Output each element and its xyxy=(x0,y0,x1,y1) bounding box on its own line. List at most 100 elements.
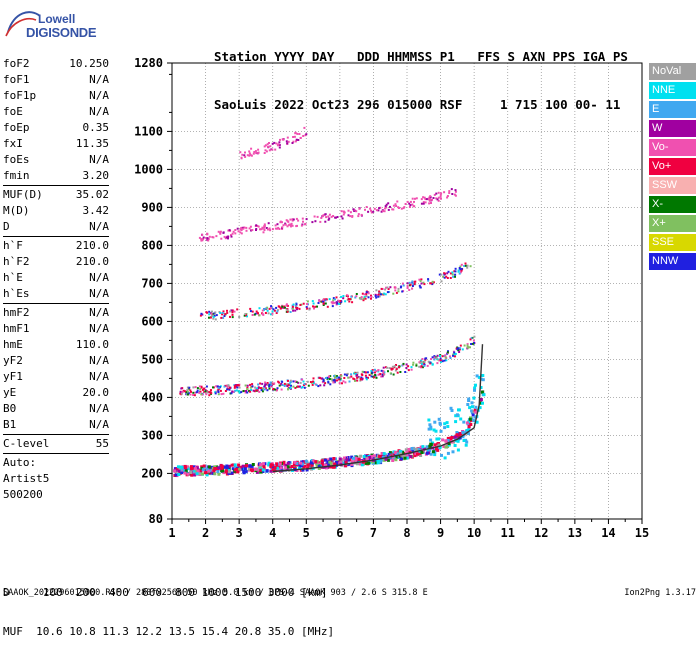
x-tick-label: 12 xyxy=(534,526,548,540)
echo-point xyxy=(367,376,369,379)
echo-point xyxy=(268,149,271,152)
echo-point xyxy=(219,232,222,235)
echo-point xyxy=(264,312,267,314)
param-row: yF1 N/A xyxy=(3,369,109,385)
echo-point xyxy=(428,202,431,205)
echo-point xyxy=(268,383,271,386)
echo-point xyxy=(407,448,411,451)
echo-point xyxy=(249,225,252,228)
echo-point xyxy=(261,387,264,390)
echo-point xyxy=(381,210,384,213)
echo-point xyxy=(255,229,257,231)
echo-point xyxy=(312,382,315,385)
echo-point xyxy=(207,239,210,242)
echo-point xyxy=(301,386,304,388)
echo-point xyxy=(291,305,294,308)
echo-point xyxy=(342,213,345,216)
echo-point xyxy=(284,223,287,226)
echo-point xyxy=(278,144,281,146)
echo-point xyxy=(309,381,312,383)
echo-point xyxy=(443,426,447,430)
echo-point xyxy=(424,198,427,201)
echo-layer xyxy=(173,126,486,478)
echo-point xyxy=(220,466,224,470)
echo-point xyxy=(462,420,466,424)
param-row: foF2 10.250 xyxy=(3,56,109,72)
echo-point xyxy=(389,205,391,208)
echo-point xyxy=(350,455,354,459)
legend-item-sse: SSE xyxy=(649,234,696,251)
echo-point xyxy=(386,458,390,462)
echo-point xyxy=(447,350,449,353)
echo-point xyxy=(356,373,359,376)
echo-point xyxy=(199,390,202,393)
echo-point xyxy=(222,231,225,234)
param-row: foF1 N/A xyxy=(3,72,109,88)
param-name: Auto: xyxy=(3,456,37,469)
echo-point xyxy=(294,386,297,389)
echo-point xyxy=(365,378,368,381)
y-tick-label: 900 xyxy=(141,200,163,214)
echo-point xyxy=(222,316,225,319)
echo-point xyxy=(202,464,206,468)
echo-point xyxy=(387,202,390,205)
echo-point xyxy=(275,466,279,470)
echo-point xyxy=(262,464,266,468)
echo-point xyxy=(437,417,441,421)
echo-point xyxy=(434,429,438,433)
echo-point xyxy=(295,303,298,306)
echo-point xyxy=(261,470,265,473)
echo-point xyxy=(263,308,265,311)
echo-point xyxy=(321,215,324,218)
echo-point xyxy=(230,471,234,475)
echo-point xyxy=(302,220,304,223)
echo-point xyxy=(258,307,261,310)
echo-point xyxy=(317,385,320,388)
echo-point xyxy=(252,152,255,155)
echo-point xyxy=(349,211,352,214)
echo-point xyxy=(251,310,254,313)
echo-point xyxy=(253,390,256,393)
echo-point xyxy=(431,441,435,445)
param-value: 20.0 xyxy=(82,386,110,399)
param-row: MUF(D) 35.02 xyxy=(3,187,109,203)
echo-point xyxy=(363,371,366,374)
echo-point xyxy=(340,374,343,377)
echo-point xyxy=(448,190,451,193)
echo-point xyxy=(380,452,384,455)
echo-point xyxy=(177,465,180,469)
echo-point xyxy=(210,392,213,395)
echo-point xyxy=(410,447,414,450)
echo-point xyxy=(217,230,220,233)
echo-point xyxy=(334,376,336,379)
echo-point xyxy=(230,463,234,467)
echo-point xyxy=(227,464,231,468)
echo-point xyxy=(408,202,411,205)
echo-point xyxy=(347,298,350,300)
echo-point xyxy=(267,145,269,148)
echo-point xyxy=(200,393,203,396)
echo-point xyxy=(285,308,288,311)
param-row: hmF1 N/A xyxy=(3,321,109,337)
echo-point xyxy=(330,301,333,304)
echo-point xyxy=(354,456,358,460)
echo-point xyxy=(396,200,399,203)
echo-point xyxy=(328,213,331,216)
echo-point xyxy=(358,376,361,379)
echo-point xyxy=(372,210,375,213)
echo-point xyxy=(436,354,439,357)
echo-point xyxy=(315,383,318,386)
param-value: 10.250 xyxy=(69,57,109,70)
echo-point xyxy=(299,136,302,139)
echo-point xyxy=(292,309,295,312)
echo-point xyxy=(317,465,321,468)
echo-point xyxy=(428,199,431,202)
echo-point xyxy=(376,294,379,296)
distance-row: D 100 200 400 600 800 1000 1500 3000 [km… xyxy=(3,586,328,599)
echo-point xyxy=(287,220,290,223)
echo-point xyxy=(261,468,265,472)
echo-point xyxy=(264,384,266,387)
echo-point xyxy=(362,297,365,300)
echo-point xyxy=(391,365,394,368)
echo-point xyxy=(424,357,427,360)
